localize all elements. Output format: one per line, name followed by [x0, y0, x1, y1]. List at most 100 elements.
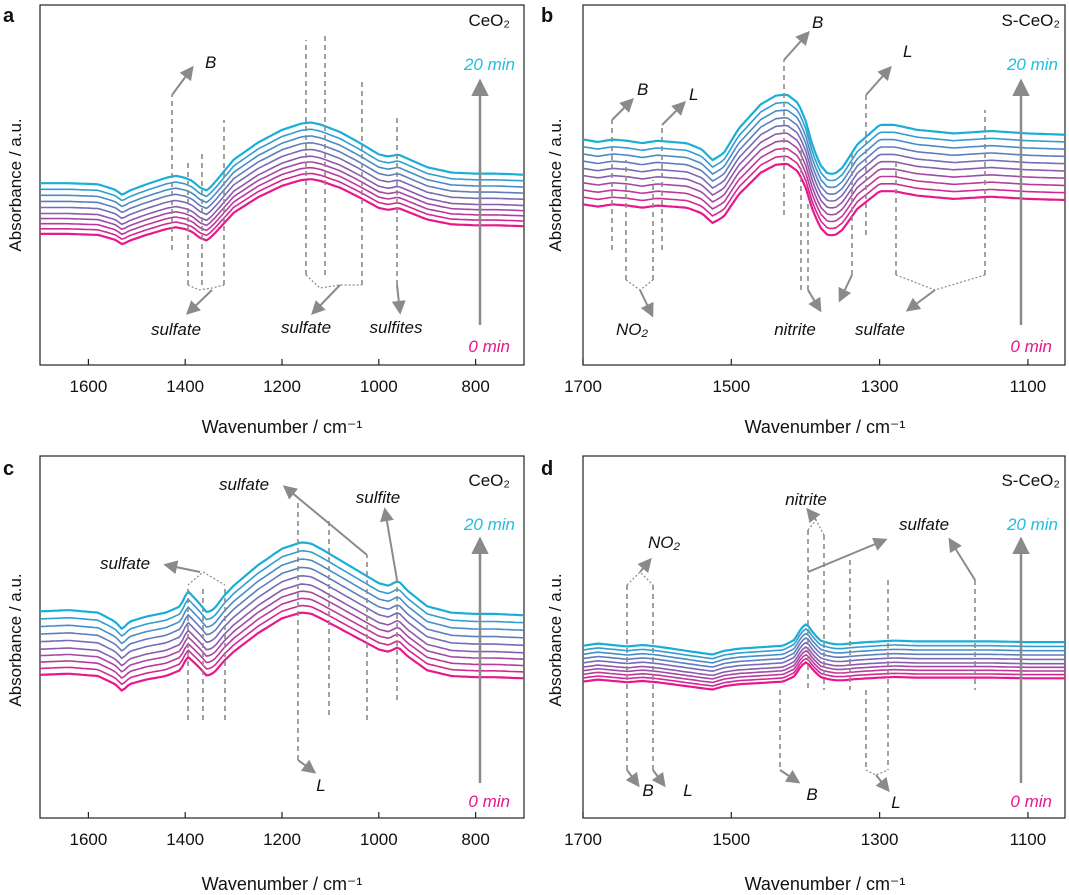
x-ticks-d: 1700 1500 1300 1100: [564, 812, 1046, 849]
x-axis-label-a: Wavenumber / cm⁻¹: [202, 417, 363, 437]
annot-b-0: B: [637, 80, 648, 99]
annotation-arrows-a: [171, 65, 406, 316]
x-tick-label-b-3: 1100: [1010, 377, 1047, 396]
panel-label-b: b: [541, 5, 553, 27]
series-line-a-1: [40, 172, 525, 240]
panel-c: c 1600 1400 1200 1000 800 CeO₂ 20 min 0 min …: [3, 455, 525, 894]
annotation-guides-b: [611, 60, 986, 290]
legend-bottom-a: 0 min: [468, 337, 510, 356]
legend-bottom-c: 0 min: [468, 792, 510, 811]
series-line-b-0: [582, 162, 1066, 237]
legend-top-b: 20 min: [1006, 55, 1058, 74]
annotation-links-a: [187, 274, 362, 291]
series-line-a-3: [40, 161, 525, 231]
annot-b-1: L: [689, 85, 698, 104]
annot-d-1: nitrite: [785, 490, 827, 509]
annotation-arrows-c: [163, 485, 398, 774]
annot-c-1: sulfate: [219, 475, 269, 494]
x-tick-label-d-0: 1700: [564, 830, 602, 849]
x-tick-label-a-0: 1600: [69, 377, 107, 396]
x-tick-label-c-2: 1200: [263, 830, 301, 849]
annot-c-2: sulfite: [356, 488, 400, 507]
series-line-a-4: [40, 155, 525, 226]
annotation-arrows-d: [625, 507, 976, 793]
annot-b-5: nitrite: [774, 320, 816, 339]
series-group-c: [39, 541, 525, 692]
x-tick-label-b-0: 1700: [564, 377, 602, 396]
y-axis-label-d: Absorbance / a.u.: [546, 573, 565, 706]
y-axis-label-c: Absorbance / a.u.: [6, 573, 25, 706]
panel-label-a: a: [3, 5, 15, 27]
annot-d-3: B: [642, 781, 653, 800]
panel-title-a: CeO₂: [468, 11, 510, 30]
series-line-a-0: [40, 178, 525, 246]
plot-frame-c: [39, 455, 525, 819]
annot-b-3: L: [903, 42, 912, 61]
x-tick-label-c-1: 1400: [166, 830, 204, 849]
annotation-arrows-b: [611, 30, 936, 318]
annot-a-1: sulfate: [151, 320, 201, 339]
x-tick-label-a-2: 1200: [263, 377, 301, 396]
x-ticks-a: 1600 1400 1200 1000 800: [69, 359, 490, 396]
legend-top-c: 20 min: [463, 515, 515, 534]
series-line-d-3: [582, 649, 1065, 680]
annotation-links-b: [625, 274, 986, 291]
x-tick-label-c-4: 800: [461, 830, 489, 849]
annot-b-6: sulfate: [855, 320, 905, 339]
series-line-c-2: [39, 597, 525, 680]
series-line-c-8: [39, 549, 525, 638]
annotation-guides-d: [626, 530, 976, 770]
annot-d-6: L: [891, 793, 900, 812]
x-tick-label-b-1: 1500: [712, 377, 750, 396]
series-line-a-9: [40, 121, 525, 196]
series-line-b-4: [582, 132, 1066, 209]
x-tick-label-d-2: 1300: [861, 830, 899, 849]
annot-b-2: B: [812, 13, 823, 32]
x-tick-label-a-1: 1400: [166, 377, 204, 396]
x-tick-label-b-2: 1300: [861, 377, 899, 396]
panel-title-d: S-CeO₂: [1001, 471, 1060, 490]
annotation-guides-c: [187, 500, 398, 760]
x-tick-label-c-3: 1000: [360, 830, 398, 849]
series-group-b: [582, 93, 1066, 237]
panel-title-b: S-CeO₂: [1001, 11, 1060, 30]
series-line-a-6: [40, 141, 525, 214]
legend-top-d: 20 min: [1006, 515, 1058, 534]
series-line-b-9: [582, 93, 1066, 175]
series-line-c-9: [39, 541, 525, 631]
annot-c-3: L: [316, 776, 325, 795]
series-line-a-5: [40, 148, 525, 220]
series-line-d-9: [582, 623, 1065, 656]
series-line-c-1: [39, 604, 525, 686]
series-line-c-0: [39, 611, 525, 692]
annot-b-4: NO₂: [616, 320, 649, 339]
panel-label-d: d: [541, 458, 553, 480]
annot-a-0: B: [205, 53, 216, 72]
series-line-c-4: [39, 583, 525, 667]
legend-bottom-d: 0 min: [1010, 792, 1052, 811]
series-line-b-5: [582, 124, 1066, 202]
series-line-d-5: [582, 641, 1065, 673]
y-axis-label-b: Absorbance / a.u.: [546, 118, 565, 251]
x-tick-label-d-3: 1100: [1010, 830, 1047, 849]
annot-d-0: NO₂: [648, 533, 681, 552]
annot-c-0: sulfate: [100, 554, 150, 573]
annot-a-2: sulfate: [281, 318, 331, 337]
panel-label-c: c: [3, 458, 14, 480]
panel-title-c: CeO₂: [468, 471, 510, 490]
legend-top-a: 20 min: [463, 55, 515, 74]
panel-a: a 1600 1400 1200 1000 800 CeO₂ 20 min 0 min …: [3, 4, 525, 437]
x-ticks-c: 1600 1400 1200 1000 800: [69, 812, 490, 849]
legend-bottom-b: 0 min: [1010, 337, 1052, 356]
x-tick-label-a-4: 800: [461, 377, 489, 396]
x-axis-label-b: Wavenumber / cm⁻¹: [745, 417, 906, 437]
series-line-c-5: [39, 574, 525, 660]
series-line-d-7: [582, 632, 1065, 664]
annot-d-2: sulfate: [899, 515, 949, 534]
plot-frame-d: [582, 455, 1066, 819]
series-line-c-6: [39, 566, 525, 652]
series-line-c-3: [39, 590, 525, 673]
x-axis-label-d: Wavenumber / cm⁻¹: [745, 874, 906, 894]
series-line-a-2: [40, 166, 525, 236]
